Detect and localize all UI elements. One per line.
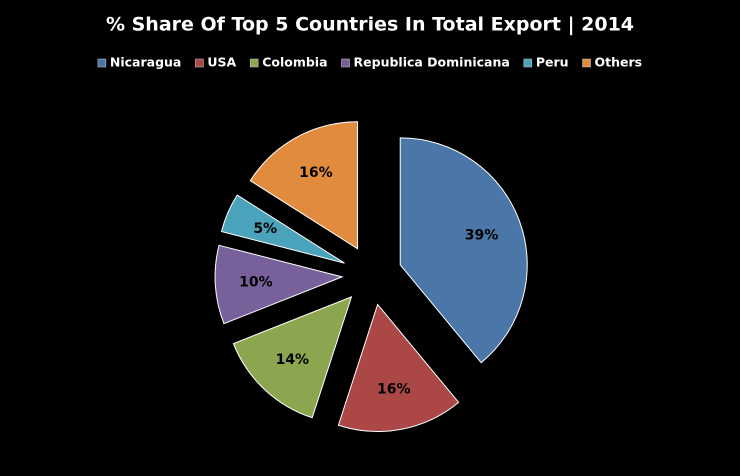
pie-slice [337,303,460,432]
pie-slice [220,194,345,264]
pie-slice [214,244,344,325]
value-label: 16% [377,381,411,397]
pie-slice [249,121,359,250]
legend-label: Republica Dominicana [354,55,510,70]
legend-swatch [249,58,259,68]
legend-swatch [97,58,107,68]
value-label: 10% [239,274,273,290]
legend-swatch [582,58,591,68]
legend-swatch [341,58,350,68]
legend-swatch [195,58,204,68]
chart-title: % Share Of Top 5 Countries In Total Expo… [106,14,634,36]
value-label: 16% [299,165,333,181]
legend-label: Nicaragua [110,55,181,70]
legend-label: Peru [536,55,569,70]
legend-label: Others [595,55,643,70]
legend-swatch [523,58,533,68]
legend-label: Colombia [262,55,327,70]
value-label: 14% [276,352,310,368]
legend: Nicaragua USA Colombia Republica Dominicana… [97,55,643,70]
value-label: 5% [253,221,277,237]
legend-label: USA [207,55,236,70]
pie-slice [232,296,353,419]
value-label: 39% [465,228,499,244]
pie-slice [399,137,528,364]
